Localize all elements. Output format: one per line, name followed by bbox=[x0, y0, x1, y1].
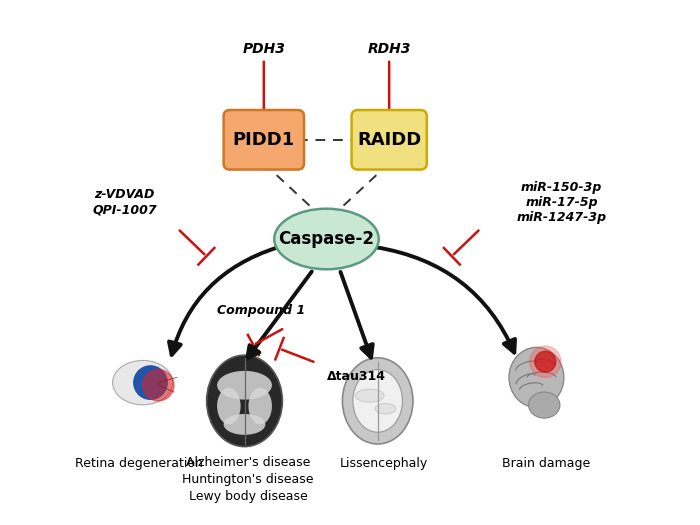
Ellipse shape bbox=[342, 358, 413, 444]
Circle shape bbox=[143, 370, 174, 401]
Ellipse shape bbox=[113, 361, 173, 405]
Ellipse shape bbox=[217, 371, 272, 400]
Ellipse shape bbox=[206, 355, 282, 447]
Text: Δtau314: Δtau314 bbox=[326, 370, 386, 383]
Circle shape bbox=[134, 366, 167, 400]
Ellipse shape bbox=[217, 388, 241, 424]
Ellipse shape bbox=[223, 414, 265, 435]
FancyBboxPatch shape bbox=[223, 110, 304, 170]
Text: Brain damage: Brain damage bbox=[502, 457, 590, 470]
Ellipse shape bbox=[356, 389, 384, 402]
Text: Compound 1: Compound 1 bbox=[218, 304, 306, 317]
Circle shape bbox=[535, 351, 556, 372]
FancyBboxPatch shape bbox=[351, 110, 427, 170]
Text: Lissencephaly: Lissencephaly bbox=[340, 457, 428, 470]
Ellipse shape bbox=[509, 348, 564, 407]
Ellipse shape bbox=[274, 209, 379, 269]
Circle shape bbox=[530, 346, 561, 377]
Text: PDH3: PDH3 bbox=[242, 42, 286, 56]
Text: Alzheimer's disease
Huntington's disease
Lewy body disease: Alzheimer's disease Huntington's disease… bbox=[183, 456, 314, 503]
Ellipse shape bbox=[375, 404, 396, 414]
Text: RDH3: RDH3 bbox=[368, 42, 411, 56]
Text: Retina degeneration: Retina degeneration bbox=[75, 457, 202, 470]
Ellipse shape bbox=[528, 392, 560, 418]
Text: miR-150-3p
miR-17-5p
miR-1247-3p: miR-150-3p miR-17-5p miR-1247-3p bbox=[517, 181, 607, 224]
Ellipse shape bbox=[248, 388, 272, 424]
Text: Caspase-2: Caspase-2 bbox=[279, 230, 374, 248]
Text: PIDD1: PIDD1 bbox=[232, 131, 295, 149]
Ellipse shape bbox=[353, 370, 402, 432]
Text: z-VDVAD
QPI-1007: z-VDVAD QPI-1007 bbox=[92, 188, 157, 216]
Text: RAIDD: RAIDD bbox=[357, 131, 421, 149]
